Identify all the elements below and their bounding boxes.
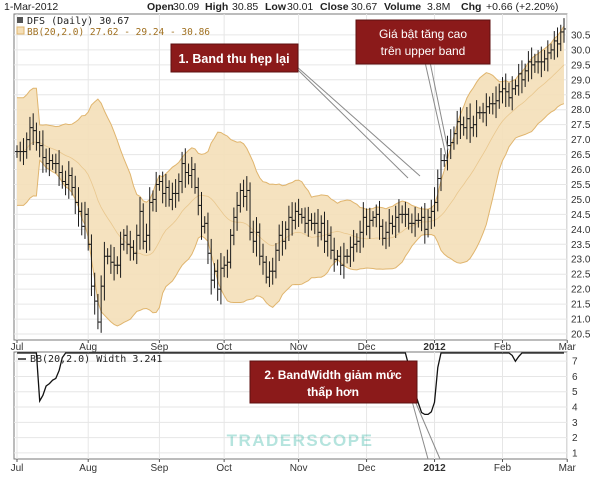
volume-label: Volume	[384, 1, 421, 13]
legend-symbol: DFS (Daily) 30.67	[27, 16, 129, 27]
open-value: 30.09	[173, 1, 199, 13]
bollinger-upper-band	[17, 25, 565, 211]
callout-text: 1. Band thu hẹp lại	[178, 52, 289, 66]
price-x-tick-label: Mar	[559, 342, 577, 353]
width-legend-text: BB(20,2.0) Width 3.241	[30, 354, 162, 365]
callout-box	[249, 360, 418, 404]
width-x-tick-label: Dec	[358, 463, 376, 474]
callout-text-line2: thấp hơn	[307, 385, 359, 399]
callout-box	[170, 43, 299, 73]
callout-bandwidth: 2. BandWidth giảm mức thấp hơn	[249, 360, 418, 404]
price-x-axis: Jul Aug Sep Oct Nov Dec 2012 Feb Mar	[11, 340, 577, 353]
price-y-tick-label: 23.0	[571, 255, 591, 266]
price-y-tick-label: 26.0	[571, 165, 591, 176]
width-panel: 1 2 3 4 5 6 7 Jul Aug Sep Oct Nov Dec 2012 Feb Mar BB(…	[11, 351, 578, 474]
callout-breakout: Giá bật tăng cao trên upper band	[355, 19, 491, 65]
price-x-tick-label: Oct	[216, 342, 232, 353]
volume-value: 3.8M	[427, 1, 450, 13]
width-y-tick-label: 4	[572, 403, 578, 414]
price-y-tick-label: 21.5	[571, 300, 591, 311]
price-x-tick-label: Dec	[358, 342, 376, 353]
price-y-tick-label: 24.0	[571, 225, 591, 236]
price-panel: 20.5 21.0 21.5 22.0 22.5 23.0 23.5 24.0 24.5 25.0…	[11, 13, 591, 353]
price-y-tick-label: 27.5	[571, 120, 591, 131]
ohlc-bar	[562, 18, 566, 43]
width-y-tick-label: 6	[572, 372, 578, 383]
bollinger-middle-band	[17, 64, 565, 256]
width-y-tick-label: 1	[572, 448, 578, 459]
width-y-tick-label: 7	[572, 357, 578, 368]
width-y-tick-label: 5	[572, 387, 578, 398]
price-bars	[15, 18, 566, 333]
callout-band-narrow: 1. Band thu hẹp lại	[170, 43, 299, 73]
width-x-tick-label: Mar	[559, 463, 577, 474]
bollinger-lower-band	[17, 103, 565, 327]
callout-pointers	[295, 61, 449, 460]
price-y-tick-label: 23.5	[571, 240, 591, 251]
header-date: 1-Mar-2012	[4, 1, 58, 13]
price-y-tick-label: 25.0	[571, 195, 591, 206]
width-x-tick-label: Oct	[216, 463, 232, 474]
width-y-tick-label: 2	[572, 433, 578, 444]
legend-bb: BB(20,2.0) 27.62 - 29.24 - 30.86	[27, 27, 210, 38]
price-y-tick-label: 24.5	[571, 210, 591, 221]
price-x-tick-label: Feb	[494, 342, 512, 353]
callout-text-line1: Giá bật tăng cao	[379, 27, 467, 41]
high-label: High	[205, 1, 228, 13]
width-x-axis: Jul Aug Sep Oct Nov Dec 2012 Feb Mar	[11, 459, 577, 474]
width-x-tick-label: Aug	[79, 463, 97, 474]
price-y-tick-label: 27.0	[571, 135, 591, 146]
price-y-tick-label: 20.5	[571, 330, 591, 341]
width-x-tick-label: Sep	[151, 463, 169, 474]
price-y-tick-label: 28.5	[571, 90, 591, 101]
width-y-tick-label: 3	[572, 418, 578, 429]
price-y-tick-label: 29.0	[571, 75, 591, 86]
pointer-line-1a	[295, 65, 421, 177]
pointer-line-1b	[295, 67, 409, 179]
width-y-axis: 1 2 3 4 5 6 7	[572, 357, 578, 460]
price-y-tick-label: 30.5	[571, 30, 591, 41]
price-y-tick-label: 25.5	[571, 180, 591, 191]
price-x-tick-label: Jul	[11, 342, 24, 353]
high-value: 30.85	[232, 1, 258, 13]
width-x-tick-label: Feb	[494, 463, 512, 474]
width-x-tick-label: Nov	[290, 463, 308, 474]
price-y-tick-label: 21.0	[571, 315, 591, 326]
price-y-tick-label: 22.0	[571, 285, 591, 296]
width-legend: BB(20,2.0) Width 3.241	[18, 354, 162, 365]
close-value: 30.67	[351, 1, 377, 13]
low-value: 30.01	[287, 1, 313, 13]
price-x-tick-label: 2012	[423, 342, 446, 353]
price-y-tick-label: 26.5	[571, 150, 591, 161]
bandwidth-line	[17, 352, 564, 416]
price-x-tick-label: Aug	[79, 342, 97, 353]
pointer-line-2a	[424, 61, 448, 161]
low-label: Low	[265, 1, 287, 13]
price-legend: DFS (Daily) 30.67 BB(20,2.0) 27.62 - 29.…	[16, 16, 210, 38]
price-y-tick-label: 22.5	[571, 270, 591, 281]
chg-label: Chg	[461, 1, 481, 13]
header-row: 1-Mar-2012 Open 30.09 High 30.85 Low 30.…	[4, 1, 558, 13]
price-y-axis: 20.5 21.0 21.5 22.0 22.5 23.0 23.5 24.0 24.5 25.0…	[571, 30, 591, 340]
width-x-tick-label: Jul	[11, 463, 24, 474]
open-label: Open	[147, 1, 174, 13]
price-y-tick-label: 30.0	[571, 45, 591, 56]
pointer-line-3a	[411, 400, 429, 460]
legend-bb-swatch	[16, 26, 25, 35]
watermark-logo: TRADERSCOPE	[227, 431, 374, 450]
price-x-tick-label: Nov	[290, 342, 308, 353]
close-label: Close	[320, 1, 349, 13]
pointer-line-2b	[429, 61, 449, 151]
width-x-tick-label: 2012	[423, 463, 446, 474]
legend-swatch	[17, 17, 23, 23]
callout-box	[355, 19, 491, 65]
price-y-tick-label: 28.0	[571, 105, 591, 116]
price-x-tick-label: Sep	[151, 342, 169, 353]
price-y-tick-label: 29.5	[571, 60, 591, 71]
callout-text-line2: trên upper band	[381, 44, 466, 58]
pointer-line-3b	[414, 400, 441, 460]
callout-text-line1: 2. BandWidth giảm mức	[264, 368, 402, 382]
chg-value: +0.66 (+2.20%)	[486, 1, 558, 13]
